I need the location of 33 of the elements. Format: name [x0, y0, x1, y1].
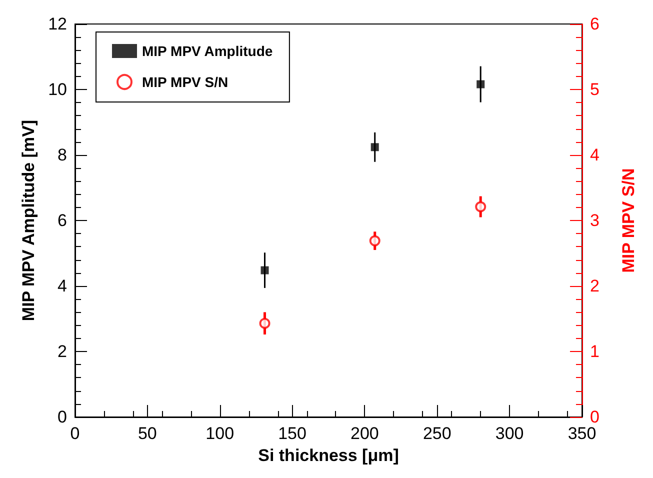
point — [259, 318, 270, 329]
x-axis-title: Si thickness [μm] — [258, 446, 399, 465]
x-tick-label: 50 — [138, 424, 157, 443]
y2-tick-label: 3 — [590, 211, 600, 230]
x-tick-label: 300 — [495, 424, 524, 443]
y2-tick-label: 0 — [590, 408, 600, 426]
y2-tick-label: 6 — [590, 14, 600, 34]
y-tick-label: 6 — [58, 211, 67, 230]
x-tick-label: 250 — [422, 424, 452, 443]
x-tick-label: 0 — [70, 424, 80, 443]
legend-label: MIP MPV S/N — [142, 74, 228, 90]
y2-tick-label: 1 — [590, 342, 600, 361]
y-tick-label: 10 — [48, 80, 67, 99]
x-tick-label: 350 — [568, 424, 596, 443]
y-tick-label: 8 — [58, 146, 67, 164]
point — [475, 201, 486, 212]
point — [370, 143, 379, 152]
y-axis-title: MIP MPV Amplitude [mV] — [19, 120, 38, 322]
y2-tick-label: 5 — [590, 80, 600, 99]
y2-axis-title: MIP MPV S/N — [619, 168, 638, 273]
point — [369, 235, 380, 246]
point — [260, 266, 269, 274]
x-tick-label: 150 — [278, 424, 306, 443]
x-tick-label: 200 — [350, 424, 379, 443]
x-tick-label: 100 — [206, 424, 234, 443]
point — [476, 80, 485, 88]
y2-tick-label: 2 — [590, 276, 600, 296]
legend-label: MIP MPV Amplitude — [142, 43, 273, 59]
y-tick-label: 2 — [58, 342, 67, 361]
y2-tick-label: 4 — [590, 146, 600, 164]
y-tick-label: 0 — [58, 408, 67, 426]
y-tick-label: 4 — [58, 276, 67, 296]
y-tick-label: 12 — [48, 14, 67, 34]
